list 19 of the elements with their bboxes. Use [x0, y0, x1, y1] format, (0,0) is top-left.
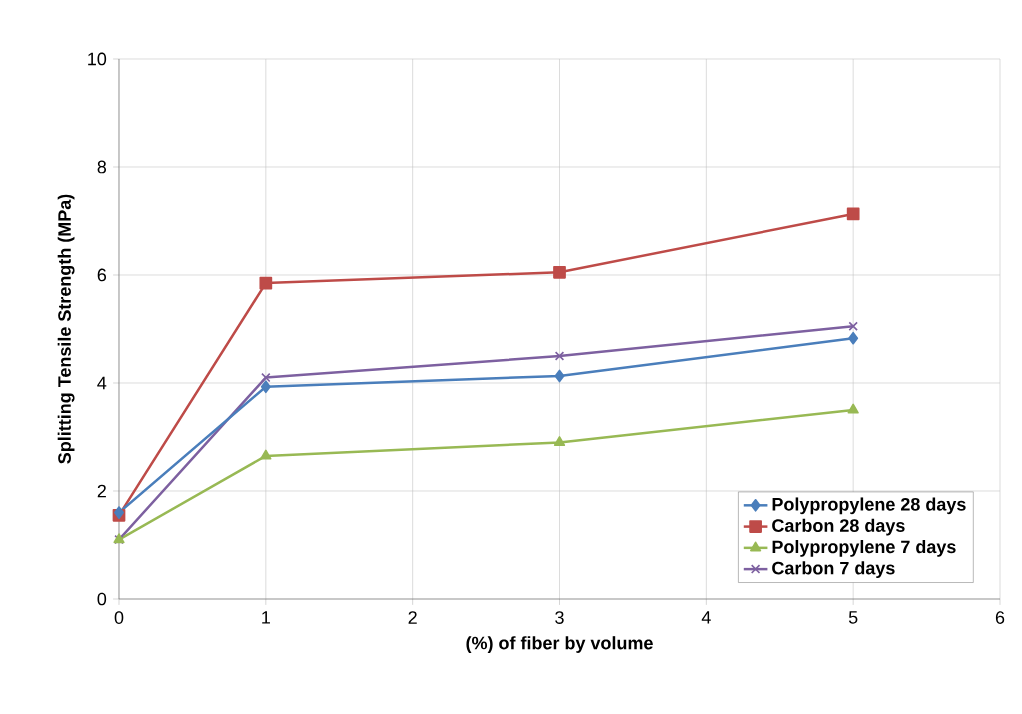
y-tick-label: 0 [97, 592, 107, 606]
legend-label: Polypropylene 28 days [772, 497, 966, 515]
x-tick-label: 6 [995, 611, 1005, 624]
legend-label: Carbon 7 days [772, 561, 895, 579]
x-tick-label: 2 [408, 611, 417, 624]
y-tick-label: 6 [97, 268, 107, 282]
y-tick-label: 8 [97, 160, 107, 174]
y-tick-label: 10 [88, 52, 107, 66]
x-axis-title: (%) of fiber by volume [466, 636, 653, 653]
x-tick-label: 4 [701, 611, 711, 624]
y-tick-label: 4 [97, 376, 107, 390]
x-tick-label: 3 [555, 611, 564, 624]
x-tick-label: 5 [848, 611, 858, 624]
legend-label: Carbon 28 days [772, 518, 905, 536]
y-tick-label: 2 [97, 484, 106, 498]
y-axis-title: Splitting Tensile Strength (MPa) [57, 194, 75, 464]
x-tick-label: 0 [114, 611, 124, 624]
x-tick-label: 1 [262, 611, 270, 624]
legend-label: Polypropylene 7 days [772, 539, 956, 557]
